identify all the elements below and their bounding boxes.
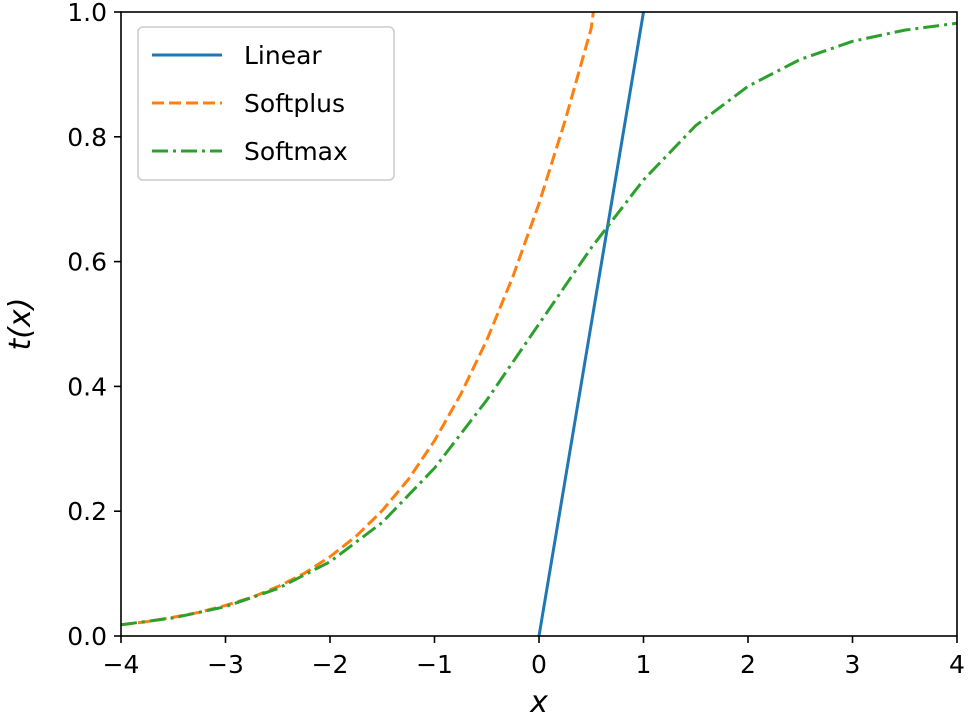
y-tick-label: 0.8	[67, 123, 107, 152]
x-axis-ticks: −4 −3 −2 −1 0 1 2 3 4	[103, 636, 965, 679]
legend-label-softmax: Softmax	[244, 137, 348, 166]
series-layer	[121, 12, 957, 636]
y-tick-label: 1.0	[67, 0, 107, 27]
x-tick-label: −3	[207, 650, 244, 679]
y-tick-label: 0.2	[67, 497, 107, 526]
x-tick-label: −1	[416, 650, 453, 679]
x-tick-label: 4	[949, 650, 965, 679]
series-line-softplus	[121, 12, 595, 627]
x-tick-label: 1	[636, 650, 652, 679]
y-tick-label: 0.6	[67, 248, 107, 277]
x-tick-label: 2	[740, 650, 756, 679]
y-axis-ticks: 0.0 0.2 0.4 0.6 0.8 1.0	[67, 0, 121, 651]
y-tick-label: 0.4	[67, 372, 107, 401]
x-axis-label: x	[529, 685, 548, 720]
legend-box	[137, 26, 395, 181]
legend-label-softplus: Softplus	[244, 89, 345, 118]
x-tick-label: 0	[531, 650, 547, 679]
x-tick-label: 3	[845, 650, 861, 679]
y-tick-label: 0.0	[67, 622, 107, 651]
y-axis-label: t(x)	[3, 298, 38, 351]
legend: Linear Softplus Softmax	[137, 26, 395, 181]
x-tick-label: −2	[312, 650, 349, 679]
legend-label-linear: Linear	[244, 41, 322, 70]
series-line-softmax	[121, 21, 957, 627]
series-line-linear	[537, 12, 645, 636]
x-tick-label: −4	[103, 650, 140, 679]
